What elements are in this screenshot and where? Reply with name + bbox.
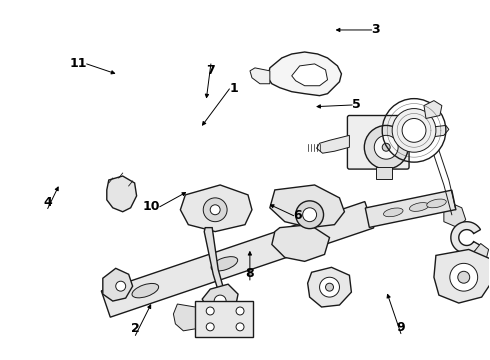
Circle shape: [392, 109, 436, 152]
Ellipse shape: [427, 199, 446, 208]
Ellipse shape: [132, 283, 159, 298]
Polygon shape: [308, 267, 351, 307]
Polygon shape: [202, 284, 238, 317]
Bar: [376, 167, 392, 179]
Circle shape: [295, 201, 323, 229]
Circle shape: [365, 125, 408, 169]
Text: 3: 3: [372, 23, 380, 36]
Ellipse shape: [410, 203, 429, 211]
Polygon shape: [473, 243, 489, 260]
Text: 8: 8: [245, 267, 254, 280]
Polygon shape: [292, 64, 327, 86]
Polygon shape: [250, 68, 270, 84]
Text: 6: 6: [294, 209, 302, 222]
Polygon shape: [317, 135, 349, 153]
Circle shape: [319, 277, 340, 297]
Circle shape: [402, 118, 426, 142]
Text: 10: 10: [142, 200, 160, 213]
Circle shape: [210, 205, 220, 215]
Circle shape: [116, 281, 125, 291]
Polygon shape: [101, 202, 374, 317]
Ellipse shape: [211, 257, 238, 271]
Text: 4: 4: [43, 195, 52, 208]
Polygon shape: [204, 228, 225, 297]
Circle shape: [325, 283, 334, 291]
Polygon shape: [107, 176, 137, 212]
Text: 9: 9: [396, 321, 405, 334]
Polygon shape: [451, 222, 481, 253]
Bar: [196, 301, 253, 337]
Circle shape: [374, 135, 398, 159]
Polygon shape: [180, 185, 252, 231]
Text: 2: 2: [131, 323, 140, 336]
Polygon shape: [444, 200, 465, 228]
Circle shape: [236, 323, 244, 331]
FancyBboxPatch shape: [347, 116, 409, 169]
Circle shape: [458, 271, 470, 283]
Text: 5: 5: [352, 99, 361, 112]
Text: 11: 11: [69, 57, 87, 71]
Text: 7: 7: [206, 64, 215, 77]
Circle shape: [206, 307, 214, 315]
Circle shape: [236, 307, 244, 315]
Circle shape: [206, 323, 214, 331]
Polygon shape: [407, 125, 449, 141]
Polygon shape: [424, 100, 442, 118]
Polygon shape: [434, 249, 490, 303]
Polygon shape: [270, 185, 344, 228]
Text: 1: 1: [229, 82, 238, 95]
Polygon shape: [365, 190, 456, 228]
Ellipse shape: [282, 233, 309, 247]
Circle shape: [382, 143, 390, 151]
Circle shape: [303, 208, 317, 222]
Circle shape: [203, 198, 227, 222]
Circle shape: [214, 295, 226, 307]
Polygon shape: [173, 304, 196, 331]
Circle shape: [450, 264, 478, 291]
Polygon shape: [268, 52, 342, 96]
Polygon shape: [272, 225, 329, 261]
Polygon shape: [103, 268, 133, 301]
Ellipse shape: [384, 208, 403, 217]
